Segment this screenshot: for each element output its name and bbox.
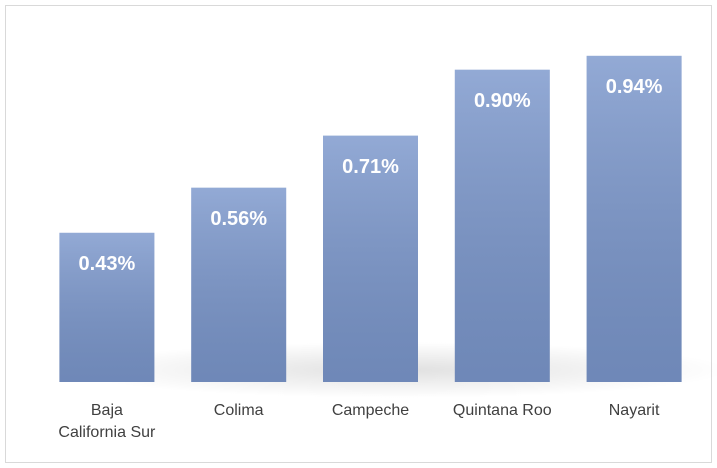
bar-sheen <box>586 55 682 382</box>
value-label: 0.90% <box>474 90 531 112</box>
value-label: 0.94% <box>606 76 663 98</box>
bar-sheen <box>323 135 418 382</box>
x-tick-label: Campeche <box>331 402 410 419</box>
x-tick-label: Baja California Sur <box>58 402 156 441</box>
x-tick-label: Quintana Roo <box>452 402 552 419</box>
bar-sheen <box>454 69 550 382</box>
value-label: 0.43% <box>79 253 136 275</box>
x-tick-label: Nayarit <box>608 402 660 419</box>
bar-sheen <box>191 187 287 382</box>
x-tick-label: Colima <box>213 402 264 419</box>
bar-sheen <box>59 232 155 382</box>
value-label: 0.71% <box>342 156 399 178</box>
value-label: 0.56% <box>210 208 267 230</box>
